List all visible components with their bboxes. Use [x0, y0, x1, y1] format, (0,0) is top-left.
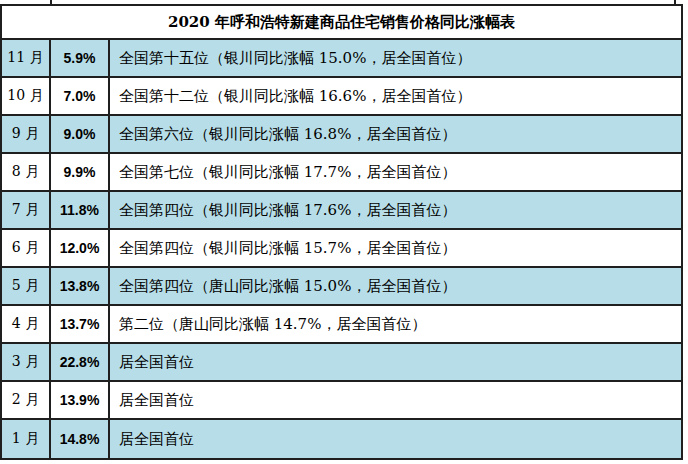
yoy-increase-cell: 7.0% — [51, 78, 110, 114]
yoy-increase-cell: 14.8% — [51, 420, 110, 458]
month-cell: 3 月 — [2, 344, 51, 380]
yoy-increase-cell: 13.7% — [51, 306, 110, 342]
price-rank-table: 2020 年呼和浩特新建商品住宅销售价格同比涨幅表 11 月 5.9% 全国第十… — [0, 4, 683, 460]
table-row: 7 月 11.8% 全国第四位（银川同比涨幅 17.6%，居全国首位） — [2, 192, 681, 230]
table-row: 2 月 13.9% 居全国首位 — [2, 382, 681, 420]
rank-description-cell: 第二位（唐山同比涨幅 14.7%，居全国首位） — [110, 306, 681, 342]
rank-description-cell: 全国第十二位（银川同比涨幅 16.6%，居全国首位） — [110, 78, 681, 114]
table-row: 9 月 9.0% 全国第六位（银川同比涨幅 16.8%，居全国首位） — [2, 116, 681, 154]
month-cell: 9 月 — [2, 116, 51, 152]
yoy-increase-cell: 12.0% — [51, 230, 110, 266]
table-row: 10 月 7.0% 全国第十二位（银川同比涨幅 16.6%，居全国首位） — [2, 78, 681, 116]
table-body: 11 月 5.9% 全国第十五位（银川同比涨幅 15.0%，居全国首位） 10 … — [2, 40, 681, 458]
month-cell: 11 月 — [2, 40, 51, 76]
rank-description-cell: 全国第四位（银川同比涨幅 17.6%，居全国首位） — [110, 192, 681, 228]
month-cell: 2 月 — [2, 382, 51, 418]
month-cell: 4 月 — [2, 306, 51, 342]
table-title-row: 2020 年呼和浩特新建商品住宅销售价格同比涨幅表 — [2, 6, 681, 40]
table-title: 2020 年呼和浩特新建商品住宅销售价格同比涨幅表 — [168, 13, 515, 32]
table-row: 8 月 9.9% 全国第七位（银川同比涨幅 17.7%，居全国首位） — [2, 154, 681, 192]
rank-description-cell: 居全国首位 — [110, 420, 681, 458]
table-row: 11 月 5.9% 全国第十五位（银川同比涨幅 15.0%，居全国首位） — [2, 40, 681, 78]
rank-description-cell: 全国第十五位（银川同比涨幅 15.0%，居全国首位） — [110, 40, 681, 76]
yoy-increase-cell: 11.8% — [51, 192, 110, 228]
table-row: 5 月 13.8% 全国第四位（唐山同比涨幅 15.0%，居全国首位） — [2, 268, 681, 306]
table-row: 4 月 13.7% 第二位（唐山同比涨幅 14.7%，居全国首位） — [2, 306, 681, 344]
page: 2020 年呼和浩特新建商品住宅销售价格同比涨幅表 11 月 5.9% 全国第十… — [0, 0, 688, 464]
table-row: 3 月 22.8% 居全国首位 — [2, 344, 681, 382]
month-cell: 1 月 — [2, 420, 51, 458]
month-cell: 10 月 — [2, 78, 51, 114]
rank-description-cell: 全国第四位（唐山同比涨幅 15.0%，居全国首位） — [110, 268, 681, 304]
yoy-increase-cell: 9.9% — [51, 154, 110, 190]
month-cell: 7 月 — [2, 192, 51, 228]
rank-description-cell: 居全国首位 — [110, 382, 681, 418]
yoy-increase-cell: 13.8% — [51, 268, 110, 304]
yoy-increase-cell: 13.9% — [51, 382, 110, 418]
yoy-increase-cell: 5.9% — [51, 40, 110, 76]
month-cell: 8 月 — [2, 154, 51, 190]
rank-description-cell: 全国第四位（银川同比涨幅 15.7%，居全国首位） — [110, 230, 681, 266]
month-cell: 5 月 — [2, 268, 51, 304]
rank-description-cell: 全国第六位（银川同比涨幅 16.8%，居全国首位） — [110, 116, 681, 152]
yoy-increase-cell: 9.0% — [51, 116, 110, 152]
table-row: 6 月 12.0% 全国第四位（银川同比涨幅 15.7%，居全国首位） — [2, 230, 681, 268]
rank-description-cell: 居全国首位 — [110, 344, 681, 380]
month-cell: 6 月 — [2, 230, 51, 266]
table-row: 1 月 14.8% 居全国首位 — [2, 420, 681, 458]
rank-description-cell: 全国第七位（银川同比涨幅 17.7%，居全国首位） — [110, 154, 681, 190]
yoy-increase-cell: 22.8% — [51, 344, 110, 380]
